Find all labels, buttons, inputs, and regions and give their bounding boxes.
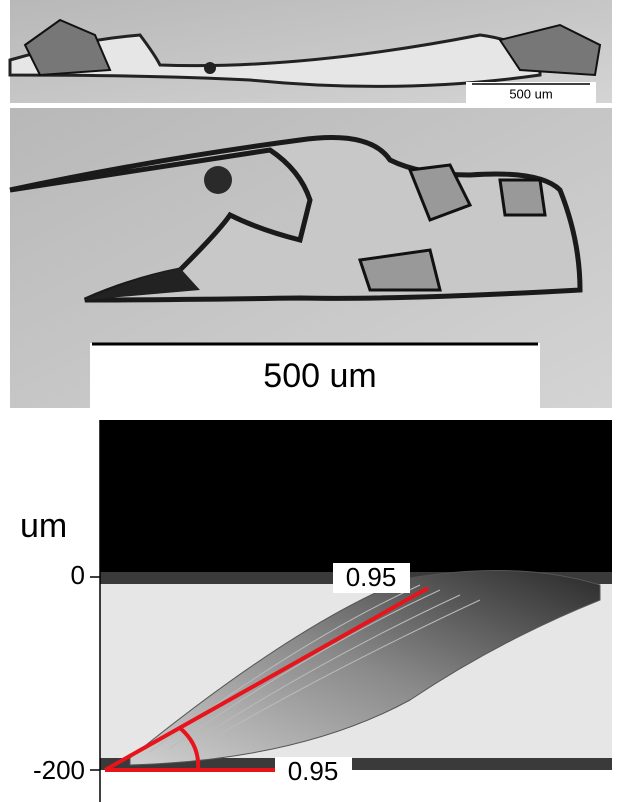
scale-label: 500 um bbox=[509, 86, 552, 101]
plot-top-region bbox=[100, 420, 612, 580]
y-tick-label: 0 bbox=[71, 560, 85, 590]
page: 500 um 500 um um 0 -200 0.95 0.95 (() =>… bbox=[0, 0, 618, 802]
y-axis-label: um bbox=[20, 507, 67, 545]
annotation: 0.95 bbox=[346, 562, 397, 592]
pore bbox=[204, 62, 216, 74]
pore bbox=[204, 166, 232, 194]
figure: 500 um 500 um um 0 -200 0.95 0.95 bbox=[0, 0, 618, 802]
y-tick-label: -200 bbox=[33, 755, 85, 785]
annotation: 0.95 bbox=[288, 756, 339, 786]
scale-label: 500 um bbox=[263, 357, 376, 395]
